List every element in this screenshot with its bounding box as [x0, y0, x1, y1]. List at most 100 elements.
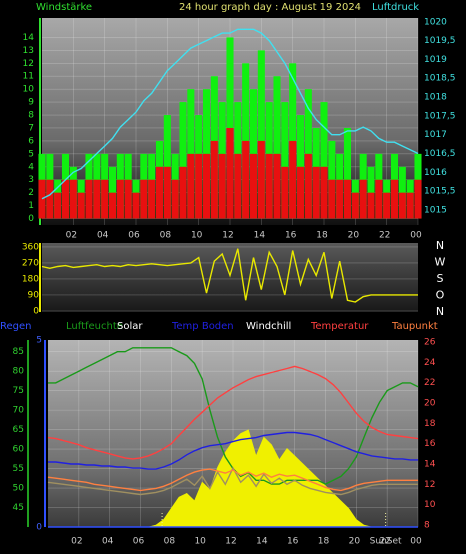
bar [336, 179, 344, 219]
compass-label: W [435, 256, 446, 269]
y-tick-label: 9 [28, 98, 34, 108]
bar [359, 179, 367, 219]
bar [140, 179, 148, 219]
wind-axis-title: Windstärke [36, 2, 92, 13]
line [47, 365, 419, 460]
y-tick-label: 1015 [424, 205, 447, 215]
y-tick-label: 7 [28, 123, 34, 133]
y-tick-label: 11 [23, 72, 34, 82]
bar [320, 102, 328, 219]
y-tick-label: 1017 [424, 130, 447, 140]
y-tick-label: 6 [28, 136, 34, 146]
bar [85, 179, 93, 219]
compass-label: N [436, 305, 444, 318]
y-tick-label: 45 [13, 503, 24, 513]
y-tick-label: 20 [424, 399, 436, 409]
bar [375, 179, 383, 219]
y-tick-label: 0 [28, 214, 34, 224]
bar [187, 153, 195, 219]
y-tick-label: 8 [28, 111, 34, 121]
bar [148, 179, 156, 219]
legend-entry: Taupunkt [391, 321, 438, 332]
bar [202, 153, 211, 219]
compass-label: N [436, 239, 444, 252]
y-tick-label: 50 [13, 484, 25, 494]
bar [281, 102, 289, 219]
y-tick-label: 270 [22, 258, 39, 268]
bar [210, 140, 218, 219]
y-tick-label: 1019 [424, 55, 447, 65]
bar [38, 179, 46, 219]
y-tick-label: 24 [424, 358, 436, 368]
x-tick-label: 12 [225, 537, 236, 547]
y-tick-label: 5 [36, 336, 42, 346]
y-tick-label: 14 [23, 33, 35, 43]
y-tick-label: 10 [424, 500, 436, 510]
bar [195, 153, 203, 219]
legend-entry: Temperatur [310, 321, 369, 332]
bar [54, 192, 62, 219]
y-tick-label: 70 [13, 406, 25, 416]
line [41, 248, 418, 303]
bar [289, 140, 297, 219]
legend-entry: Luftfeuchte [66, 321, 123, 332]
y-tick-label: 8 [424, 520, 430, 530]
x-tick-label: 22 [379, 537, 390, 547]
x-tick-label: 20 [349, 537, 361, 547]
y-tick-label: 1020 [424, 17, 447, 27]
y-tick-label: 60 [13, 445, 25, 455]
line [47, 468, 418, 492]
x-tick-label: 02 [66, 231, 77, 241]
sunset-label: SunSet [370, 537, 402, 547]
y-tick-label: 13 [23, 46, 34, 56]
line [48, 431, 418, 470]
plot-background [42, 243, 418, 312]
y-tick-label: 14 [424, 459, 436, 469]
y-tick-label: 1015,5 [424, 187, 456, 197]
chart-title: 24 hour graph day : August 19 2024 [179, 2, 361, 13]
x-tick-label: 00 [410, 537, 422, 547]
bar [312, 166, 320, 219]
x-tick-label: 22 [379, 231, 390, 241]
x-tick-label: 04 [102, 537, 114, 547]
x-tick-label: 16 [285, 231, 297, 241]
bar [234, 153, 242, 219]
y-tick-label: 1016 [424, 168, 447, 178]
y-tick-label: 65 [13, 425, 24, 435]
y-tick-label: 4 [28, 162, 34, 172]
x-tick-label: 10 [194, 537, 206, 547]
x-tick-label: 04 [97, 231, 109, 241]
y-tick-label: 1018 [424, 93, 447, 103]
bar [296, 166, 305, 219]
bar [328, 179, 336, 219]
line [47, 466, 418, 496]
x-tick-label: 14 [254, 231, 266, 241]
bar [46, 179, 54, 219]
bar [124, 179, 132, 219]
x-tick-label: 08 [164, 537, 176, 547]
x-tick-label: 18 [318, 537, 330, 547]
bar [273, 153, 281, 219]
bar [406, 192, 414, 219]
bar [257, 50, 265, 219]
bar [249, 153, 258, 219]
y-tick-label: 55 [13, 464, 24, 474]
y-tick-label: 90 [28, 290, 40, 300]
x-tick-label: 08 [160, 231, 172, 241]
line [41, 28, 419, 200]
y-tick-label: 180 [22, 274, 39, 284]
bar [281, 166, 289, 219]
y-tick-label: 16 [424, 439, 436, 449]
bar [69, 179, 77, 219]
bar [343, 127, 352, 219]
bar [226, 127, 234, 219]
bar [61, 179, 70, 219]
bar [367, 192, 375, 219]
y-tick-label: 360 [22, 242, 39, 252]
x-tick-label: 12 [222, 231, 233, 241]
y-tick-label: 2 [28, 188, 34, 198]
compass-label: O [436, 289, 445, 302]
bar [304, 153, 312, 219]
y-tick-label: 85 [13, 347, 24, 357]
bar [390, 179, 399, 219]
